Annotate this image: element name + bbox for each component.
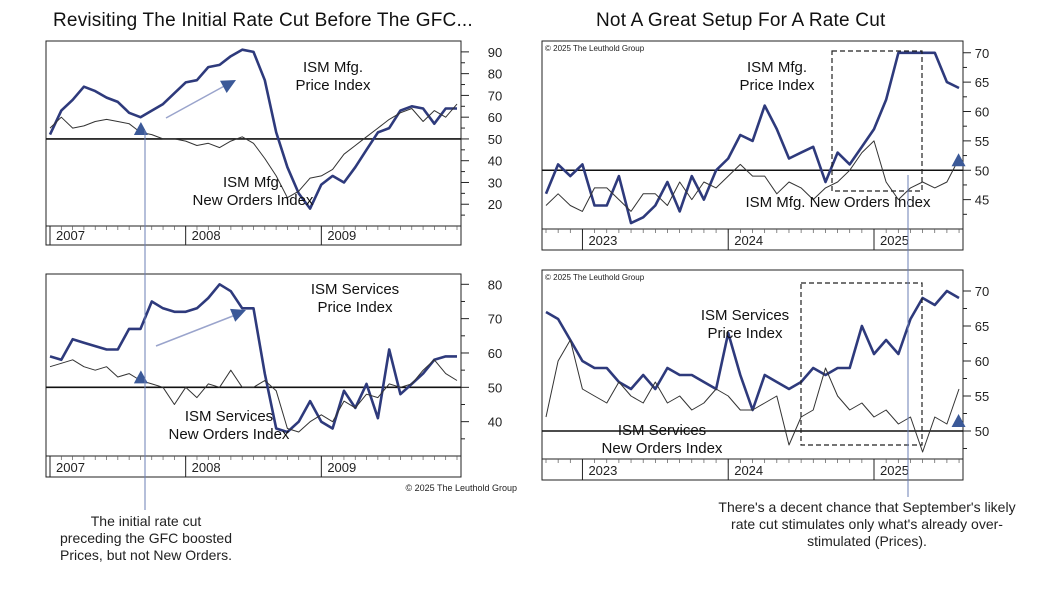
x-tick-label: 2023 bbox=[588, 233, 617, 248]
series-label: New Orders Index bbox=[602, 440, 723, 457]
highlight-box bbox=[831, 50, 923, 192]
series-label: Price Index bbox=[739, 77, 815, 94]
copyright-bottom: © 2025 The Leuthold Group bbox=[405, 483, 517, 493]
series-label: ISM Mfg. bbox=[747, 59, 807, 76]
highlight-box bbox=[800, 282, 923, 446]
x-tick-label: 2025 bbox=[880, 233, 909, 248]
rate-cut-marker bbox=[133, 121, 148, 135]
x-tick-label: 2007 bbox=[56, 228, 85, 243]
price-index-line bbox=[48, 48, 457, 210]
x-tick-label: 2009 bbox=[327, 460, 356, 475]
copyright-inset: © 2025 The Leuthold Group bbox=[545, 44, 645, 53]
chart-frame bbox=[541, 269, 964, 481]
y-tick-label: 60 bbox=[975, 354, 989, 369]
y-tick-label: 65 bbox=[975, 75, 989, 90]
left-title: Revisiting The Initial Rate Cut Before T… bbox=[53, 10, 473, 31]
series-label: Price Index bbox=[295, 77, 371, 94]
trend-arrow-line bbox=[155, 313, 239, 347]
y-tick-label: 90 bbox=[488, 45, 502, 60]
series-label: ISM Mfg. New Orders Index bbox=[745, 194, 931, 211]
y-tick-label: 55 bbox=[975, 134, 989, 149]
x-tick-label: 2009 bbox=[327, 228, 356, 243]
y-tick-label: 70 bbox=[975, 284, 989, 299]
y-tick-label: 65 bbox=[975, 319, 989, 334]
new-orders-index-line bbox=[545, 140, 960, 212]
chart-frame bbox=[45, 273, 462, 478]
series-label: ISM Services bbox=[701, 307, 789, 324]
y-tick-label: 70 bbox=[975, 46, 989, 61]
chart-frame bbox=[45, 40, 462, 246]
price-index-line bbox=[49, 283, 457, 434]
x-tick-label: 2024 bbox=[734, 463, 763, 478]
price-index-line bbox=[544, 51, 960, 225]
x-tick-label: 2008 bbox=[192, 228, 221, 243]
y-tick-label: 70 bbox=[488, 88, 502, 103]
left-note: The initial rate cut preceding the GFC b… bbox=[60, 513, 232, 563]
y-tick-label: 60 bbox=[488, 110, 502, 125]
y-tick-label: 45 bbox=[975, 193, 989, 208]
rate-cut-marker bbox=[951, 414, 966, 427]
new-orders-index-line bbox=[49, 359, 458, 433]
series-label: ISM Mfg. bbox=[223, 174, 283, 191]
chart-frame bbox=[541, 40, 964, 251]
y-tick-label: 60 bbox=[488, 346, 502, 361]
y-tick-label: 40 bbox=[488, 415, 502, 430]
series-label: New Orders Index bbox=[169, 426, 290, 443]
rate-cut-marker bbox=[133, 370, 148, 384]
chart-mfg-2023: 45 50 55 60 65 70 2023 2024 2025 ISM Mfg.Price In… bbox=[541, 40, 989, 251]
x-tick-label: 2008 bbox=[192, 460, 221, 475]
series-label: ISM Services bbox=[618, 422, 706, 439]
trend-arrow-head bbox=[230, 308, 246, 322]
right-title: Not A Great Setup For A Rate Cut bbox=[596, 10, 886, 31]
series-label: ISM Mfg. bbox=[303, 59, 363, 76]
y-tick-label: 50 bbox=[975, 163, 989, 178]
x-tick-label: 2024 bbox=[734, 233, 763, 248]
y-tick-label: 60 bbox=[975, 105, 989, 120]
y-tick-label: 80 bbox=[488, 277, 502, 292]
series-label: ISM Services bbox=[311, 281, 399, 298]
series-label: ISM Services bbox=[185, 408, 273, 425]
y-tick-label: 40 bbox=[488, 154, 502, 169]
y-tick-label: 20 bbox=[488, 197, 502, 212]
right-note: There's a decent chance that September's… bbox=[718, 499, 1016, 549]
y-tick-label: 50 bbox=[488, 132, 502, 147]
trend-arrow-line bbox=[165, 83, 229, 119]
new-orders-index-line bbox=[49, 103, 458, 199]
x-tick-label: 2007 bbox=[56, 460, 85, 475]
series-label: Price Index bbox=[707, 325, 783, 342]
series-label: Price Index bbox=[317, 299, 393, 316]
rate-cut-marker bbox=[951, 153, 966, 167]
new-orders-index-line bbox=[545, 339, 960, 453]
y-tick-label: 50 bbox=[975, 424, 989, 439]
y-tick-label: 30 bbox=[488, 175, 502, 190]
y-tick-label: 70 bbox=[488, 312, 502, 327]
trend-arrow-head bbox=[220, 80, 236, 93]
x-tick-label: 2023 bbox=[588, 463, 617, 478]
y-tick-label: 50 bbox=[488, 380, 502, 395]
copyright-inset: © 2025 The Leuthold Group bbox=[545, 273, 645, 282]
y-tick-label: 80 bbox=[488, 67, 502, 82]
series-label: New Orders Index bbox=[193, 192, 314, 209]
chart-annotations: © 2025 The Leuthold Group bbox=[144, 130, 909, 510]
x-tick-label: 2025 bbox=[880, 463, 909, 478]
y-tick-label: 55 bbox=[975, 389, 989, 404]
